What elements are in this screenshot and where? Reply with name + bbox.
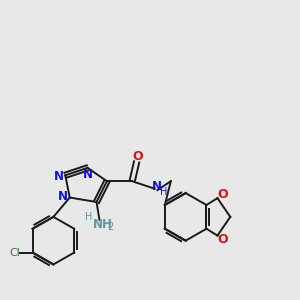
Text: NH: NH <box>92 218 112 231</box>
Text: Cl: Cl <box>9 248 20 257</box>
Text: O: O <box>218 188 228 201</box>
Text: O: O <box>133 150 143 163</box>
Text: H: H <box>160 187 167 196</box>
Text: N: N <box>58 190 68 202</box>
Text: 2: 2 <box>108 222 114 232</box>
Text: N: N <box>82 168 93 181</box>
Text: H: H <box>85 212 93 223</box>
Text: N: N <box>152 180 162 193</box>
Text: O: O <box>218 233 228 246</box>
Text: N: N <box>54 170 64 183</box>
